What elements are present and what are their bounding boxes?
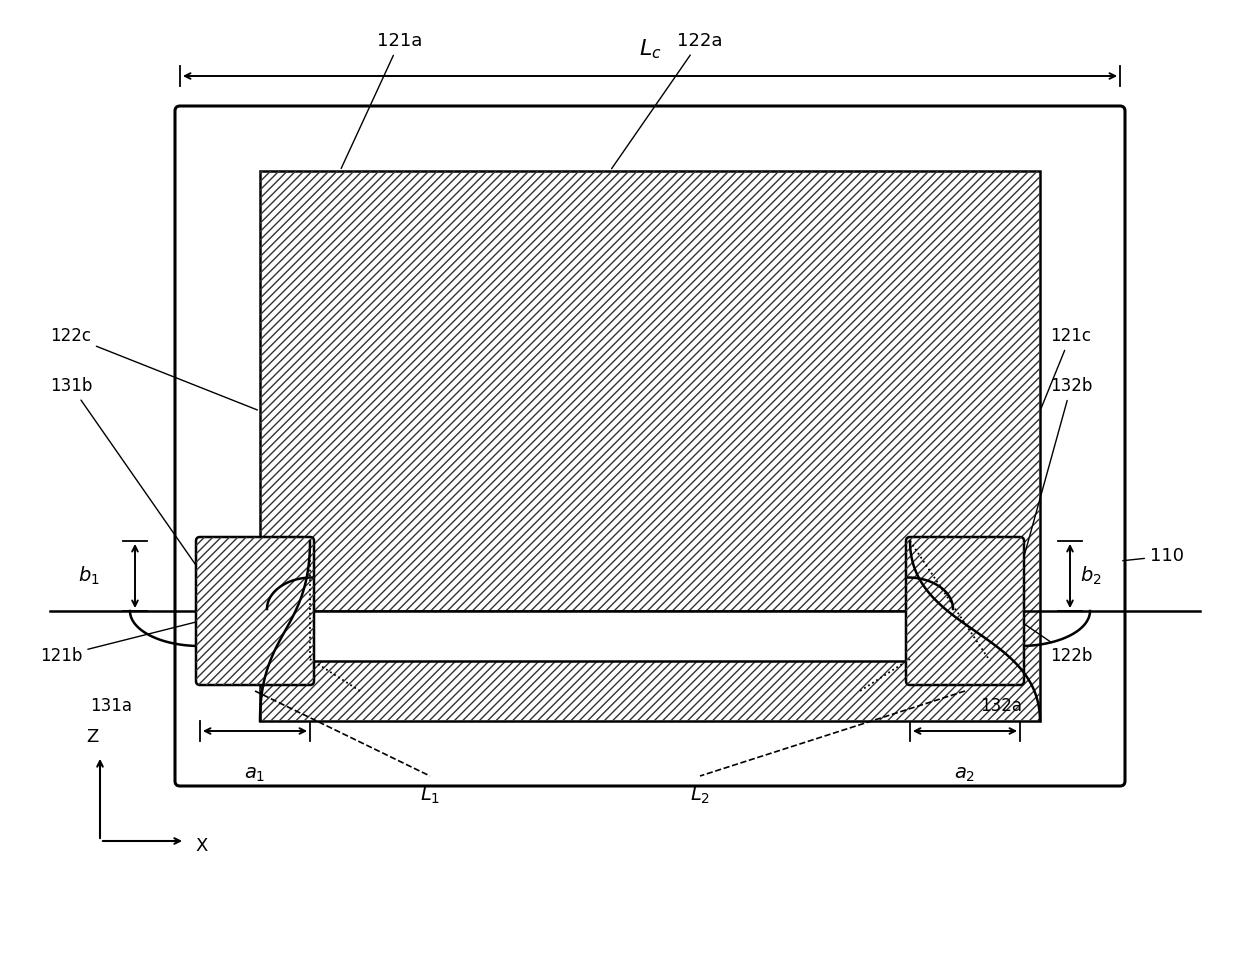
Bar: [310, 611, 910, 661]
Bar: [260, 171, 1040, 721]
Text: 122a: 122a: [611, 32, 723, 169]
Text: $L_1$: $L_1$: [420, 785, 440, 806]
Text: 132a: 132a: [980, 697, 1022, 715]
Text: 131b: 131b: [50, 377, 198, 569]
Text: 132b: 132b: [1021, 377, 1092, 568]
FancyBboxPatch shape: [175, 106, 1125, 786]
Text: $a_2$: $a_2$: [955, 766, 976, 784]
Text: 121c: 121c: [1042, 327, 1091, 408]
Text: 121b: 121b: [40, 622, 197, 665]
FancyBboxPatch shape: [906, 537, 1024, 685]
Text: $a_1$: $a_1$: [244, 766, 265, 784]
Text: 110: 110: [1122, 547, 1184, 565]
FancyBboxPatch shape: [196, 537, 314, 685]
Text: 131a: 131a: [91, 697, 131, 715]
Text: $b_2$: $b_2$: [1080, 565, 1101, 587]
Bar: [260, 171, 1040, 721]
Text: 122b: 122b: [1022, 623, 1092, 665]
Text: $b_1$: $b_1$: [78, 565, 100, 587]
Text: X: X: [195, 837, 207, 855]
Text: $L_2$: $L_2$: [689, 785, 711, 806]
Text: 121a: 121a: [341, 32, 423, 168]
Text: $L_c$: $L_c$: [639, 37, 661, 61]
Text: 122c: 122c: [50, 327, 258, 410]
Text: Z: Z: [86, 728, 98, 746]
